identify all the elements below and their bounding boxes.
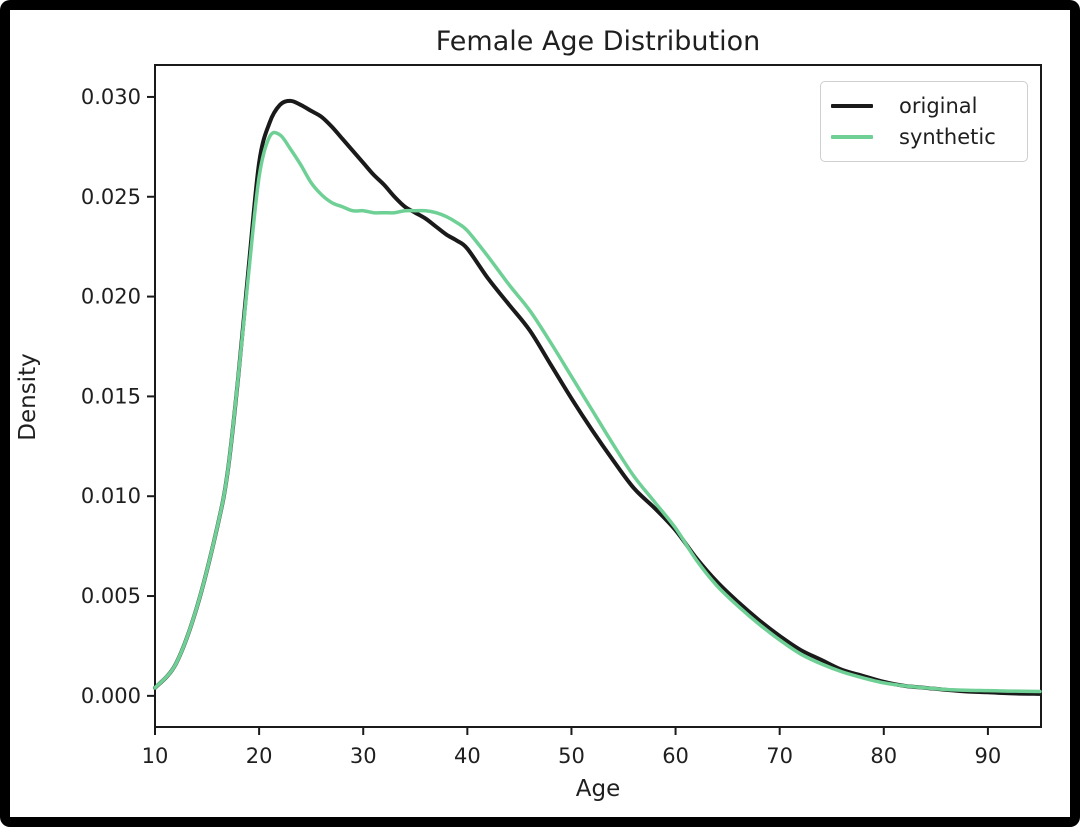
y-tick-label: 0.015 xyxy=(81,384,141,408)
legend-label-original: original xyxy=(899,93,978,118)
legend-label-synthetic: synthetic xyxy=(899,124,996,149)
x-axis-label: Age xyxy=(575,776,621,802)
series-original-curve xyxy=(153,98,1042,696)
figure: 10 20 30 40 50 60 70 80 90 0.000 0.005 0.010 0.015 0.… xyxy=(10,10,1070,817)
y-tick-label: 0.025 xyxy=(81,185,141,209)
y-tick-label: 0.030 xyxy=(81,85,141,109)
x-tick-label: 30 xyxy=(350,744,377,768)
legend-item-original: original xyxy=(831,93,1017,118)
x-tick-label: 20 xyxy=(246,744,273,768)
x-tick-label: 10 xyxy=(142,744,169,768)
x-tick-label: 40 xyxy=(454,744,481,768)
legend-line-original xyxy=(831,104,873,108)
y-tick-label: 0.005 xyxy=(81,584,141,608)
x-tick-label: 60 xyxy=(662,744,689,768)
x-tick-label: 80 xyxy=(870,744,897,768)
y-tick-label: 0.020 xyxy=(81,285,141,309)
legend-line-synthetic xyxy=(831,135,873,139)
axes-spines xyxy=(154,64,1042,728)
y-tick-label: 0.010 xyxy=(81,484,141,508)
legend: original synthetic xyxy=(820,81,1028,162)
chart-title: Female Age Distribution xyxy=(435,26,761,57)
y-axis-label: Density xyxy=(15,353,41,441)
x-tick-label: 90 xyxy=(975,744,1002,768)
series-synthetic-curve xyxy=(153,130,1042,694)
legend-item-synthetic: synthetic xyxy=(831,124,1017,149)
x-tick-label: 70 xyxy=(766,744,793,768)
x-tick-label: 50 xyxy=(558,744,585,768)
y-tick-label: 0.000 xyxy=(81,684,141,708)
plot-area: 10 20 30 40 50 60 70 80 90 0.000 0.005 0.010 0.015 0.… xyxy=(81,64,1042,768)
